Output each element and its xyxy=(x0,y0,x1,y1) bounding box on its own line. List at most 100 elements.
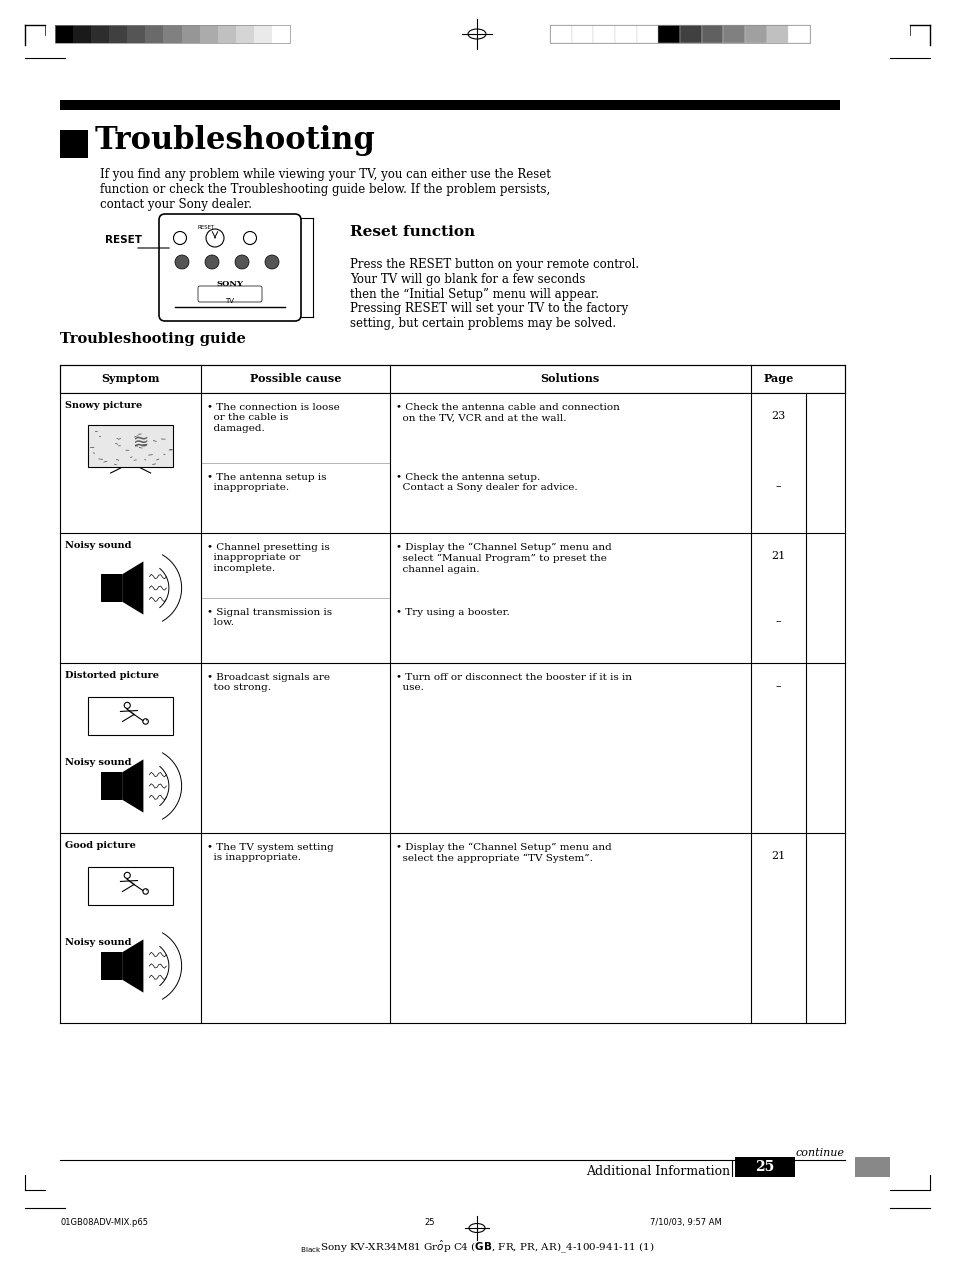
Text: 25: 25 xyxy=(424,1218,435,1227)
Bar xyxy=(571,25,593,43)
Polygon shape xyxy=(122,940,143,993)
Text: Pressing RESET will set your TV to the factory
setting, but certain problems may: Pressing RESET will set your TV to the f… xyxy=(350,302,628,330)
Circle shape xyxy=(206,229,224,246)
Text: 7/10/03, 9:57 AM: 7/10/03, 9:57 AM xyxy=(649,1218,721,1227)
Bar xyxy=(235,25,253,43)
Bar xyxy=(854,1157,889,1177)
Text: Page: Page xyxy=(762,373,793,385)
Text: $_{\mathrm{Black}}$Sony KV-XR34M81 Gr$\hat{o}$p C4 ($\mathbf{GB}$, FR, PR, AR)_4: $_{\mathrm{Black}}$Sony KV-XR34M81 Gr$\h… xyxy=(299,1238,654,1255)
Text: • Display the “Channel Setup” menu and
  select “Manual Program” to preset the
 : • Display the “Channel Setup” menu and s… xyxy=(395,544,611,574)
Bar xyxy=(88,425,172,467)
Text: TV: TV xyxy=(225,298,234,304)
Polygon shape xyxy=(101,574,122,602)
Circle shape xyxy=(243,231,256,245)
Bar xyxy=(60,833,844,1024)
Text: 25: 25 xyxy=(755,1160,774,1173)
Bar xyxy=(60,130,88,157)
Text: continue: continue xyxy=(795,1148,844,1158)
Bar xyxy=(109,25,127,43)
FancyBboxPatch shape xyxy=(159,215,301,321)
Bar xyxy=(722,25,744,43)
Text: 21: 21 xyxy=(770,851,784,861)
Bar xyxy=(91,25,109,43)
Bar xyxy=(60,533,844,663)
Text: • Broadcast signals are
  too strong.: • Broadcast signals are too strong. xyxy=(207,673,330,692)
Polygon shape xyxy=(101,952,122,979)
Bar xyxy=(60,100,840,110)
Text: • Try using a booster.: • Try using a booster. xyxy=(395,608,509,617)
Text: Additional Information: Additional Information xyxy=(585,1165,729,1179)
Text: • The connection is loose
  or the cable is
  damaged.: • The connection is loose or the cable i… xyxy=(207,403,339,433)
Text: Press the RESET button on your remote control.
Your TV will go blank for a few s: Press the RESET button on your remote co… xyxy=(350,258,639,301)
Text: RESET: RESET xyxy=(196,225,214,230)
Bar xyxy=(127,25,145,43)
Bar xyxy=(253,25,272,43)
Bar xyxy=(593,25,615,43)
Bar xyxy=(679,25,700,43)
Text: –: – xyxy=(775,481,781,491)
Text: SONY: SONY xyxy=(216,279,243,288)
Text: • The TV system setting
  is inappropriate.: • The TV system setting is inappropriate… xyxy=(207,843,334,862)
Bar xyxy=(217,25,235,43)
Text: • The antenna setup is
  inappropriate.: • The antenna setup is inappropriate. xyxy=(207,472,327,493)
Bar xyxy=(272,25,290,43)
Bar xyxy=(145,25,163,43)
Text: Solutions: Solutions xyxy=(540,373,599,385)
Text: • Signal transmission is
  low.: • Signal transmission is low. xyxy=(207,608,332,627)
Bar xyxy=(199,25,217,43)
Circle shape xyxy=(205,255,219,269)
Text: –: – xyxy=(775,616,781,626)
Bar xyxy=(550,25,809,43)
Circle shape xyxy=(265,255,278,269)
Bar xyxy=(55,25,290,43)
Text: RESET: RESET xyxy=(105,235,142,245)
Polygon shape xyxy=(122,759,143,813)
Bar xyxy=(88,867,172,906)
Text: • Check the antenna setup.
  Contact a Sony dealer for advice.: • Check the antenna setup. Contact a Son… xyxy=(395,472,577,493)
Text: Symptom: Symptom xyxy=(101,373,160,385)
Text: Troubleshooting: Troubleshooting xyxy=(95,124,375,156)
Polygon shape xyxy=(122,561,143,615)
Bar xyxy=(615,25,636,43)
FancyBboxPatch shape xyxy=(198,286,262,302)
Circle shape xyxy=(143,889,148,894)
Bar xyxy=(163,25,181,43)
Text: • Channel presetting is
  inappropriate or
  incomplete.: • Channel presetting is inappropriate or… xyxy=(207,544,330,573)
Bar xyxy=(73,25,91,43)
Bar xyxy=(787,25,809,43)
Polygon shape xyxy=(101,772,122,800)
Text: 23: 23 xyxy=(770,411,784,420)
Text: Noisy sound: Noisy sound xyxy=(65,758,132,767)
Text: • Turn off or disconnect the booster if it is in
  use.: • Turn off or disconnect the booster if … xyxy=(395,673,631,692)
Bar xyxy=(60,392,844,533)
Bar xyxy=(636,25,658,43)
Text: Possible cause: Possible cause xyxy=(250,373,341,385)
Circle shape xyxy=(174,255,189,269)
Text: Reset function: Reset function xyxy=(350,225,475,239)
Bar xyxy=(550,25,571,43)
Circle shape xyxy=(173,231,186,245)
Text: Snowy picture: Snowy picture xyxy=(65,401,142,410)
Text: Noisy sound: Noisy sound xyxy=(65,541,132,550)
Text: • Check the antenna cable and connection
  on the TV, VCR and at the wall.: • Check the antenna cable and connection… xyxy=(395,403,618,423)
Bar xyxy=(181,25,199,43)
Text: • Display the “Channel Setup” menu and
  select the appropriate “TV System”.: • Display the “Channel Setup” menu and s… xyxy=(395,843,611,864)
Bar xyxy=(700,25,722,43)
Bar xyxy=(55,25,73,43)
Text: 01GB08ADV-MIX.p65: 01GB08ADV-MIX.p65 xyxy=(60,1218,148,1227)
Text: ≋: ≋ xyxy=(132,433,149,452)
Text: Noisy sound: Noisy sound xyxy=(65,939,132,947)
Text: Troubleshooting guide: Troubleshooting guide xyxy=(60,331,246,345)
Bar xyxy=(734,1157,794,1177)
Bar xyxy=(766,25,787,43)
Bar xyxy=(744,25,766,43)
Circle shape xyxy=(143,719,148,724)
Bar xyxy=(60,663,844,833)
Text: –: – xyxy=(775,681,781,691)
Text: Distorted picture: Distorted picture xyxy=(65,671,159,679)
Bar xyxy=(60,364,844,392)
Text: Good picture: Good picture xyxy=(65,841,135,850)
Circle shape xyxy=(234,255,249,269)
Bar xyxy=(88,697,172,735)
Bar xyxy=(658,25,679,43)
